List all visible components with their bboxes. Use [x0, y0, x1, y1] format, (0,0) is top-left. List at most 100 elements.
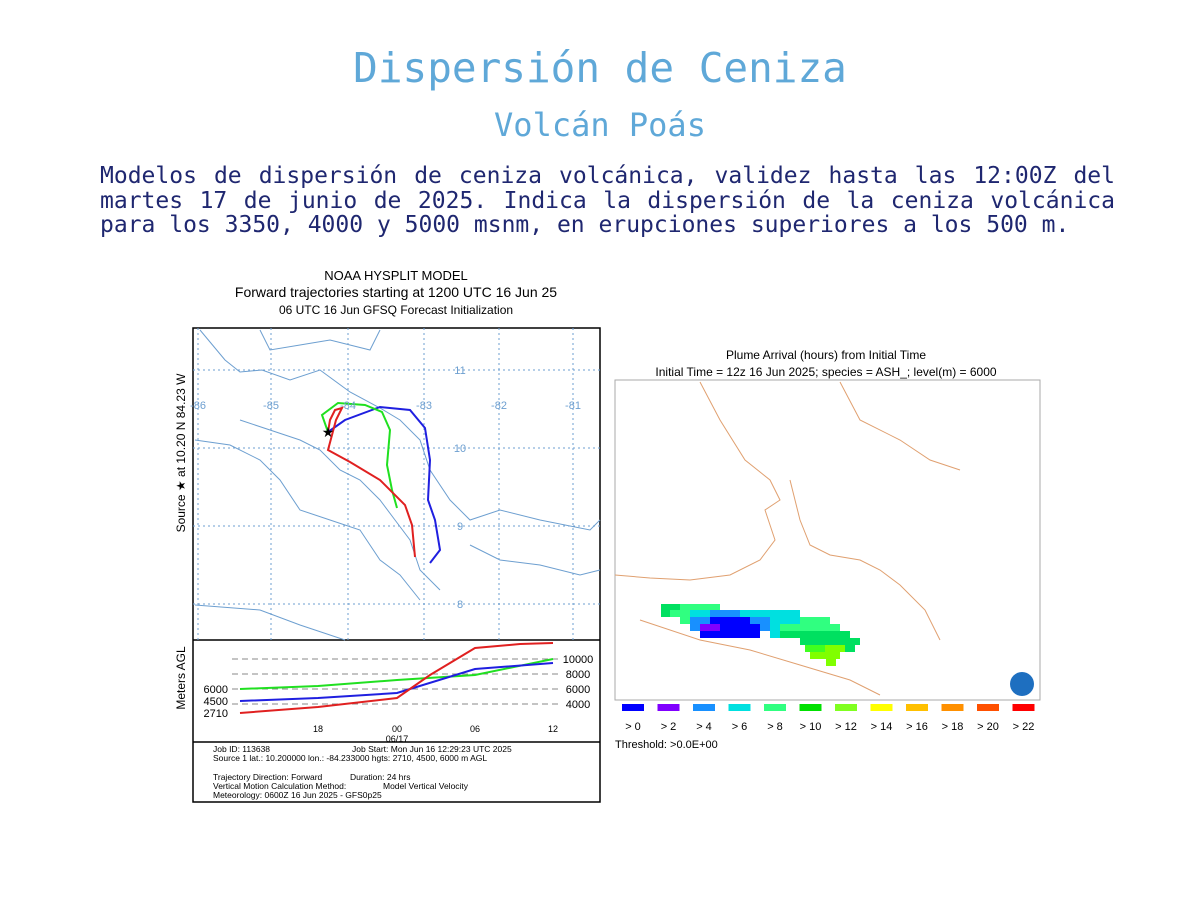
plume-cell [800, 631, 810, 638]
plume-cell [710, 604, 720, 611]
plume-cell [690, 604, 700, 611]
plume-cell [710, 624, 720, 631]
date-label: 06/17 [386, 734, 409, 744]
info-line: Job ID: 113638 [213, 744, 270, 754]
plume-cell [810, 624, 820, 631]
map-grid [193, 328, 600, 640]
start-height: 6000 [204, 684, 228, 696]
legend-swatch [728, 704, 751, 711]
info-line: Trajectory Direction: Forward [213, 772, 323, 782]
start-height: 4500 [204, 696, 228, 708]
legend-label: > 6 [732, 721, 748, 733]
height-tick: 4000 [566, 699, 590, 711]
plume-cell [720, 631, 730, 638]
plume-cell [720, 624, 730, 631]
lon-label: -86 [190, 400, 206, 412]
trajectory-frame [192, 327, 601, 803]
legend-label: > 10 [800, 721, 822, 733]
plume-cell [750, 610, 760, 617]
plume-cell [730, 610, 740, 617]
title: Dispersión de Ceniza [353, 44, 847, 92]
info-line: Job Start: Mon Jun 16 12:29:23 UTC 2025 [352, 744, 512, 754]
time-label: 06 [470, 724, 480, 734]
info-line: Model Vertical Velocity [383, 781, 469, 791]
plume-cell [760, 610, 770, 617]
legend-swatch [906, 704, 928, 711]
plume-cell [830, 652, 840, 659]
plume-cell [830, 624, 840, 631]
time-label: 18 [313, 724, 323, 734]
legend-swatch [1012, 704, 1035, 711]
plume-cell [690, 617, 700, 624]
figure-title: NOAA HYSPLIT MODEL [324, 268, 468, 283]
plume-cell [770, 610, 780, 617]
figure-title: 06 UTC 16 Jun GFSQ Forecast Initializati… [279, 303, 513, 317]
plume-cell [710, 631, 720, 638]
info-line: Source 1 lat.: 10.200000 lon.: -84.23300… [213, 753, 487, 763]
plume-cell [740, 624, 750, 631]
plume-cell [730, 631, 740, 638]
plume-cell [800, 624, 810, 631]
plume-cell [780, 617, 790, 624]
time-label: 12 [548, 724, 558, 734]
plume-cell [790, 610, 800, 617]
plume-cell [820, 631, 830, 638]
plume-cell [740, 617, 750, 624]
plume-cell [780, 624, 790, 631]
legend-label: > 22 [1013, 721, 1035, 733]
plume-cell [680, 610, 690, 617]
lon-label: -81 [565, 400, 581, 412]
plume-cell [826, 659, 836, 666]
plume-cell [680, 604, 690, 611]
figure-title: Plume Arrival (hours) from Initial Time [726, 348, 926, 362]
legend-label: > 0 [625, 721, 641, 733]
plume-cell [710, 617, 720, 624]
plume-cell [820, 638, 830, 645]
plume-coastline [614, 381, 961, 696]
trajectories [320, 401, 442, 564]
plume-cell [740, 610, 750, 617]
plume-cell [820, 617, 830, 624]
lat-label: 11 [454, 365, 465, 377]
figure-title: Forward trajectories starting at 1200 UT… [235, 284, 557, 300]
plume-cell [850, 638, 860, 645]
plume-cell [820, 624, 830, 631]
subtitle: Volcán Poás [494, 106, 706, 144]
lat-label: 8 [457, 599, 463, 611]
source-star: ★ [322, 424, 335, 440]
plume-cell [690, 610, 700, 617]
plume-cell [730, 617, 740, 624]
plume-cell [780, 610, 790, 617]
height-tick: 8000 [566, 669, 590, 681]
legend-label: > 18 [942, 721, 964, 733]
figure-title: Initial Time = 12z 16 Jun 2025; species … [655, 365, 997, 379]
legend-swatch [799, 704, 822, 711]
plume-cell [700, 624, 710, 631]
plume-cell [810, 617, 820, 624]
coastline [194, 329, 601, 641]
lon-label: -82 [491, 400, 507, 412]
legend-swatch [870, 704, 893, 711]
plume-cell [680, 617, 690, 624]
plume-cell [810, 631, 820, 638]
plume-cell [770, 624, 780, 631]
description: Modelos de dispersión de ceniza volcánic… [100, 163, 1115, 238]
plume-cell [815, 645, 825, 652]
height-tick: 6000 [566, 684, 590, 696]
height-traces [239, 642, 554, 714]
plume-cell [820, 652, 830, 659]
legend-swatch [977, 704, 999, 711]
plume-cell [700, 610, 710, 617]
legend [622, 704, 1035, 711]
info-line: Duration: 24 hrs [350, 772, 410, 782]
legend-label: > 2 [661, 721, 677, 733]
plume-cell [835, 645, 845, 652]
height-grid [232, 658, 558, 705]
plume-cell [700, 617, 710, 624]
plume-cell [780, 631, 790, 638]
plume-cell [720, 617, 730, 624]
plume-cell [840, 638, 850, 645]
info-line: Vertical Motion Calculation Method: [213, 781, 346, 791]
plume-cell [740, 631, 750, 638]
